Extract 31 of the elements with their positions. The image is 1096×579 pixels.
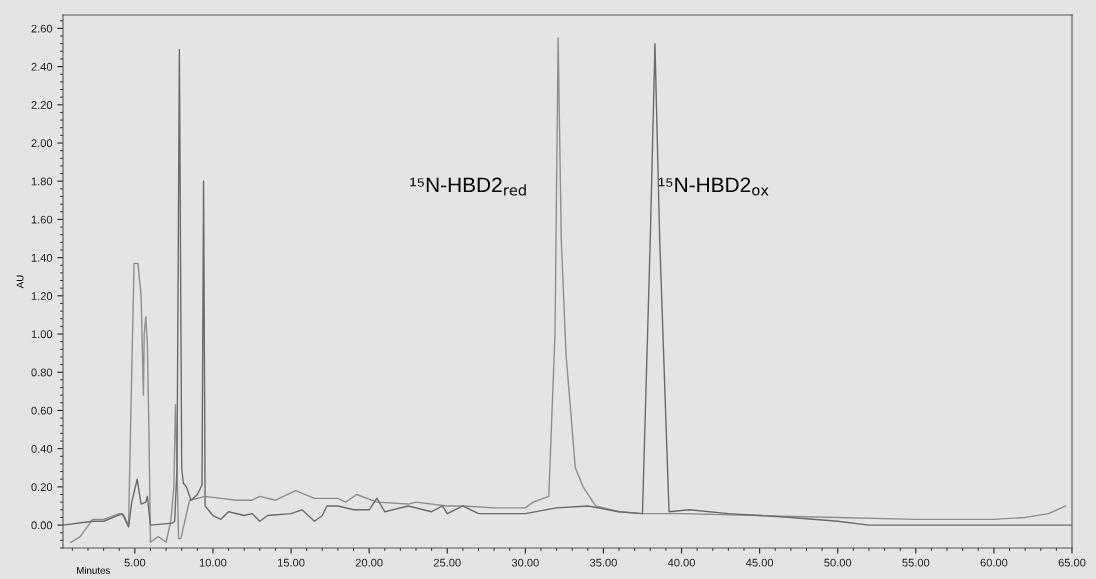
y-axis-title: AU <box>16 275 24 289</box>
y-tick-label: 1.80 <box>31 177 53 186</box>
y-tick-label: 2.60 <box>31 24 53 33</box>
y-tick-label: 0.40 <box>31 444 53 453</box>
y-tick-label: 1.00 <box>31 330 53 339</box>
y-tick-label: 2.40 <box>31 62 53 71</box>
y-tick-label: 2.20 <box>31 101 53 109</box>
y-tick-label: 2.00 <box>31 139 53 148</box>
y-tick-label: 1.20 <box>31 292 53 300</box>
y-tick-label: 0.00 <box>31 521 53 530</box>
x-tick-label: 45.00 <box>745 558 774 567</box>
x-tick-label: 65.00 <box>1058 558 1086 567</box>
x-tick-label: 50.00 <box>824 558 852 567</box>
y-tick-label: 0.80 <box>31 368 53 377</box>
x-tick-label: 10.00 <box>199 558 227 567</box>
x-tick-label: 60.00 <box>980 558 1008 567</box>
x-axis-title: Minutes <box>77 566 110 574</box>
y-tick-label: 1.60 <box>31 215 53 224</box>
annotation: ¹⁵N-HBD2$_{ox}$ <box>658 177 769 196</box>
y-tick-label: 0.20 <box>31 483 53 491</box>
x-tick-label: 20.00 <box>355 558 383 567</box>
x-tick-label: 35.00 <box>589 558 617 567</box>
x-tick-label: 40.00 <box>667 558 695 567</box>
y-tick-label: 1.40 <box>31 253 53 262</box>
x-tick-label: 5.00 <box>124 558 146 567</box>
x-tick-label: 55.00 <box>902 558 930 567</box>
x-tick-label: 15.00 <box>277 558 305 567</box>
x-tick-label: 25.00 <box>433 558 461 567</box>
x-tick-label: 30.00 <box>511 558 539 567</box>
y-tick-label: 0.60 <box>31 406 53 415</box>
annotation: ¹⁵N-HBD2$_{red}$ <box>410 177 526 196</box>
